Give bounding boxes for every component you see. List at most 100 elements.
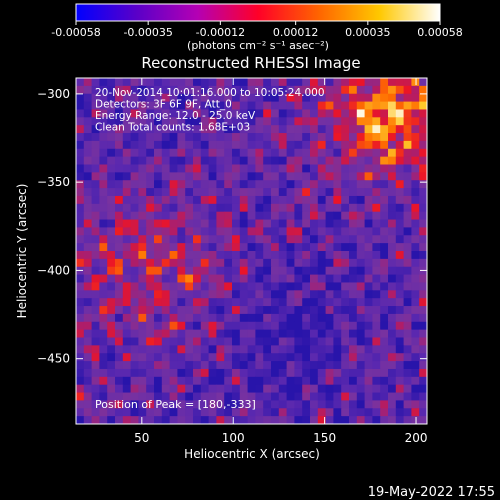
heatmap-cell bbox=[130, 156, 139, 166]
heatmap-cell bbox=[122, 93, 132, 103]
heatmap-cell bbox=[372, 306, 381, 315]
heatmap-cell bbox=[325, 416, 334, 424]
heatmap-cell bbox=[169, 85, 178, 95]
heatmap-cell bbox=[99, 78, 108, 87]
heatmap-cell bbox=[185, 384, 194, 394]
heatmap-cell bbox=[263, 251, 272, 260]
heatmap-cell bbox=[216, 117, 225, 126]
heatmap-cell bbox=[286, 243, 295, 252]
heatmap-cell bbox=[302, 384, 311, 394]
heatmap-cell bbox=[255, 78, 264, 87]
heatmap-cell bbox=[403, 188, 412, 197]
heatmap-cell bbox=[395, 266, 405, 276]
heatmap-cell bbox=[255, 361, 264, 370]
heatmap-cell bbox=[333, 298, 342, 307]
heatmap-cell bbox=[91, 337, 100, 346]
heatmap-cell bbox=[122, 180, 132, 189]
heatmap-cell bbox=[341, 298, 350, 307]
heatmap-cell bbox=[107, 180, 116, 189]
heatmap-cell bbox=[294, 109, 303, 118]
heatmap-cell bbox=[372, 164, 381, 173]
heatmap-cell bbox=[224, 251, 233, 260]
heatmap-cell bbox=[388, 203, 397, 213]
heatmap-cell bbox=[388, 93, 397, 103]
heatmap-cell bbox=[419, 211, 427, 221]
heatmap-cell bbox=[302, 368, 311, 378]
heatmap-cell bbox=[169, 266, 178, 276]
heatmap-cell bbox=[224, 172, 233, 181]
heatmap-cell bbox=[154, 133, 163, 142]
heatmap-cell bbox=[239, 376, 249, 386]
heatmap-cell bbox=[388, 290, 397, 299]
heatmap-cell bbox=[161, 353, 171, 362]
heatmap-cell bbox=[294, 313, 303, 323]
heatmap-cell bbox=[193, 290, 202, 299]
heatmap-cell bbox=[122, 361, 132, 370]
heatmap-cell bbox=[115, 156, 124, 166]
heatmap-cell bbox=[333, 345, 342, 354]
heatmap-cell bbox=[91, 140, 100, 150]
heatmap-cell bbox=[200, 85, 210, 95]
heatmap-cell bbox=[325, 117, 334, 126]
heatmap-cell bbox=[138, 195, 147, 205]
heatmap-cell bbox=[403, 313, 412, 323]
heatmap-cell bbox=[333, 188, 342, 197]
heatmap-cell bbox=[239, 306, 249, 315]
heatmap-cell bbox=[403, 211, 412, 221]
heatmap-cell bbox=[302, 133, 311, 142]
heatmap-cell bbox=[99, 219, 108, 229]
heatmap-cell bbox=[138, 219, 147, 229]
heatmap-cell bbox=[193, 93, 202, 103]
heatmap-cell bbox=[208, 266, 217, 276]
heatmap-cell bbox=[185, 117, 194, 126]
heatmap-cell bbox=[107, 101, 116, 111]
heatmap-cell bbox=[364, 274, 373, 284]
heatmap-cell bbox=[271, 376, 280, 386]
heatmap-cell bbox=[372, 125, 381, 134]
heatmap-cell bbox=[193, 243, 202, 252]
heatmap-cell bbox=[356, 306, 366, 315]
heatmap-cell bbox=[278, 93, 288, 103]
heatmap-cell bbox=[317, 78, 327, 87]
heatmap-cell bbox=[364, 384, 373, 394]
heatmap-cell bbox=[364, 392, 373, 402]
heatmap-cell bbox=[395, 188, 405, 197]
heatmap-cell bbox=[138, 148, 147, 158]
heatmap-cell bbox=[99, 101, 108, 111]
heatmap-cell bbox=[138, 274, 147, 284]
heatmap-cell bbox=[333, 368, 342, 378]
heatmap-cell bbox=[380, 384, 389, 394]
heatmap-cell bbox=[411, 211, 420, 221]
heatmap-cell bbox=[122, 337, 132, 346]
heatmap-cell bbox=[146, 227, 155, 236]
heatmap-cell bbox=[239, 180, 249, 189]
heatmap-cell bbox=[208, 125, 217, 134]
heatmap-cell bbox=[325, 384, 334, 394]
heatmap-cell bbox=[216, 148, 225, 158]
heatmap-cell bbox=[317, 93, 327, 103]
heatmap-cell bbox=[286, 140, 295, 150]
heatmap-cell bbox=[333, 361, 342, 370]
heatmap-cell bbox=[263, 361, 272, 370]
heatmap-cell bbox=[356, 109, 366, 118]
heatmap-cell bbox=[130, 416, 139, 424]
heatmap-cell bbox=[349, 227, 358, 236]
heatmap-cell bbox=[122, 227, 132, 236]
heatmap-cell bbox=[185, 329, 194, 339]
heatmap-cell bbox=[419, 313, 427, 323]
heatmap-cell bbox=[138, 78, 147, 87]
heatmap-cell bbox=[83, 353, 93, 362]
heatmap-cell bbox=[349, 408, 358, 417]
heatmap-cell bbox=[115, 235, 124, 244]
heatmap-cell bbox=[247, 329, 256, 339]
heatmap-cell bbox=[208, 243, 217, 252]
heatmap-cell bbox=[341, 140, 350, 150]
heatmap-cell bbox=[388, 164, 397, 173]
heatmap-cell bbox=[271, 345, 280, 354]
heatmap-cell bbox=[232, 258, 241, 268]
heatmap-cell bbox=[177, 203, 186, 213]
heatmap-cell bbox=[349, 172, 358, 181]
heatmap-cell bbox=[154, 282, 163, 291]
heatmap-cell bbox=[247, 85, 256, 95]
heatmap-cell bbox=[185, 282, 194, 291]
